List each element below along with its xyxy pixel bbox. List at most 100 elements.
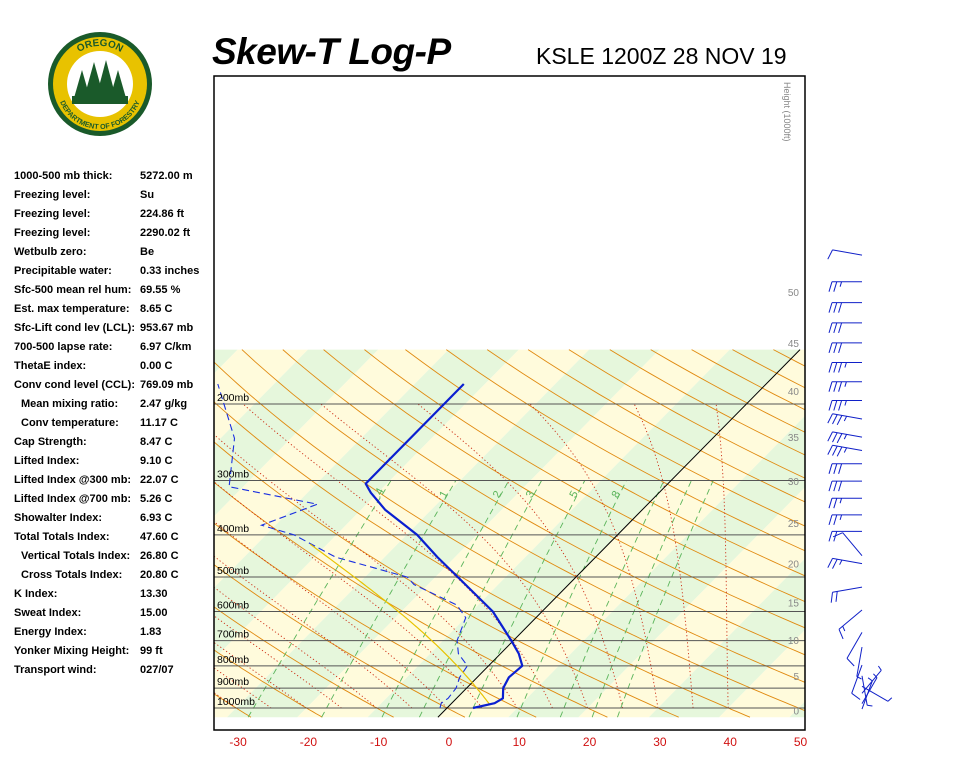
index-row: Vertical Totals Index: 26.80 C xyxy=(14,548,214,567)
height-tick-label: 5 xyxy=(793,672,799,683)
index-value: 47.60 C xyxy=(140,531,179,543)
index-label: Sfc-500 mean rel hum: xyxy=(14,284,132,296)
index-value: 8.47 C xyxy=(140,436,173,448)
temperature-tick-label: 0 xyxy=(446,735,453,749)
index-value: 5272.00 m xyxy=(140,170,193,182)
temperature-band xyxy=(578,487,805,718)
index-value: 20.80 C xyxy=(140,569,179,581)
index-row: Est. max temperature: 8.65 C xyxy=(14,301,214,320)
wind-barb-icon xyxy=(830,586,863,603)
temperature-band xyxy=(437,349,805,718)
index-value: 8.65 C xyxy=(140,303,173,315)
height-axis-label: Height (1000ft) xyxy=(782,82,792,142)
index-row: Lifted Index @700 mb: 5.26 C xyxy=(14,491,214,510)
wind-barb-icon xyxy=(827,431,863,444)
index-label: Sweat Index: xyxy=(14,607,82,619)
mixing-ratio-label: 1 xyxy=(437,489,450,500)
index-label: Precipitable water: xyxy=(14,265,112,277)
mixing-ratio-label: 3 xyxy=(524,489,537,500)
index-label: Cap Strength: xyxy=(14,436,87,448)
index-value: 953.67 mb xyxy=(140,322,194,334)
index-label: Sfc-Lift cond lev (LCL): xyxy=(14,322,135,334)
index-label: Showalter Index: xyxy=(14,512,103,524)
wind-barb-icon xyxy=(832,532,863,557)
wind-barb-icon xyxy=(828,514,862,526)
wind-barb-icon xyxy=(828,322,862,334)
index-row: Sfc-500 mean rel hum: 69.55 % xyxy=(14,282,214,301)
wind-barb-column xyxy=(827,249,893,710)
index-label: Energy Index: xyxy=(14,626,87,638)
index-row: Yonker Mixing Height: 99 ft xyxy=(14,643,214,662)
temperature-tick-label: 50 xyxy=(794,735,808,749)
index-value: 224.86 ft xyxy=(140,208,185,220)
index-value: Su xyxy=(140,189,155,201)
pressure-tick-label: 200mb xyxy=(217,392,249,404)
parcel-trace-line xyxy=(309,543,490,705)
temperature-band xyxy=(214,349,308,445)
wind-barb-icon xyxy=(828,480,862,492)
pressure-tick-label: 300mb xyxy=(217,469,249,481)
index-label: Lifted Index @300 mb: xyxy=(14,474,132,486)
pressure-tick-label: 400mb xyxy=(217,523,249,535)
dewpoint-line xyxy=(217,383,469,709)
mixing-ratio-line xyxy=(516,480,627,718)
pressure-tick-label: 500mb xyxy=(217,565,249,577)
height-tick-label: 50 xyxy=(788,288,800,299)
index-row: Cap Strength: 8.47 C xyxy=(14,434,214,453)
moist-adiabat-line xyxy=(214,586,377,709)
index-row: Lifted Index: 9.10 C xyxy=(14,453,214,472)
plot-frame xyxy=(213,75,806,731)
index-label: Wetbulb zero: xyxy=(14,246,87,258)
svg-text:OREGON: OREGON xyxy=(75,38,125,55)
index-row: Sfc-Lift cond lev (LCL): 953.67 mb xyxy=(14,320,214,339)
oregon-forestry-logo: OREGON DEPARTMENT OF FORESTRY xyxy=(48,32,152,136)
temperature-tick-label: 40 xyxy=(724,735,738,749)
index-value: Be xyxy=(140,246,155,258)
index-label: Freezing level: xyxy=(14,189,91,201)
wind-barb-icon xyxy=(828,362,862,373)
wind-barb-icon xyxy=(828,463,862,474)
mixing-ratio-line xyxy=(617,480,714,718)
wind-barb-icon xyxy=(827,557,863,569)
wind-barb-icon xyxy=(828,497,862,509)
index-label: K Index: xyxy=(14,588,58,600)
index-label: ThetaE index: xyxy=(14,360,87,372)
index-value: 11.17 C xyxy=(140,417,178,429)
mixing-ratio-line xyxy=(381,480,510,718)
wind-barb-icon xyxy=(828,530,862,542)
mixing-ratio-line xyxy=(591,480,692,718)
temperature-band xyxy=(0,350,27,718)
wind-barb-icon xyxy=(838,609,863,640)
index-value: 2290.02 ft xyxy=(140,227,191,239)
wind-barb-icon xyxy=(828,400,862,411)
mixing-ratio-line xyxy=(321,480,457,718)
index-row: 700-500 lapse rate: 6.97 C/km xyxy=(14,339,214,358)
station-time-label: KSLE 1200Z 28 NOV 19 xyxy=(536,43,787,69)
index-value: 6.93 C xyxy=(140,512,173,524)
logo-top-text: OREGON xyxy=(75,38,125,55)
index-value: 1.83 xyxy=(140,626,162,638)
index-value: 0.00 C xyxy=(140,360,173,372)
index-label: 700-500 lapse rate: xyxy=(14,341,113,353)
index-row: 1000-500 mb thick: 5272.00 m xyxy=(14,168,214,187)
temperature-band xyxy=(214,349,238,374)
index-label: Freezing level: xyxy=(14,208,91,220)
index-value: 69.55 % xyxy=(140,284,181,296)
wind-barb-icon xyxy=(827,249,863,260)
temperature-tick-label: 20 xyxy=(583,735,597,749)
index-row: Precipitable water: 0.33 inches xyxy=(14,263,214,282)
index-value: 5.26 C xyxy=(140,493,173,505)
wind-barb-icon xyxy=(827,444,863,457)
dry-adiabat-line xyxy=(0,350,180,718)
indices-panel: 1000-500 mb thick: 5272.00 m Freezing leve… xyxy=(14,168,214,681)
wind-barb-icon xyxy=(846,632,863,667)
mixing-ratio-label: 8 xyxy=(610,489,623,500)
temperature-band xyxy=(0,350,167,718)
temperature-tick-label: -30 xyxy=(229,735,247,749)
index-value: 769.09 mb xyxy=(140,379,194,391)
mixing-ratio-label: 5 xyxy=(567,489,580,500)
wind-barb-icon xyxy=(861,675,873,707)
pressure-tick-label: 800mb xyxy=(217,654,249,666)
index-label: Mean mixing ratio: xyxy=(21,398,119,410)
